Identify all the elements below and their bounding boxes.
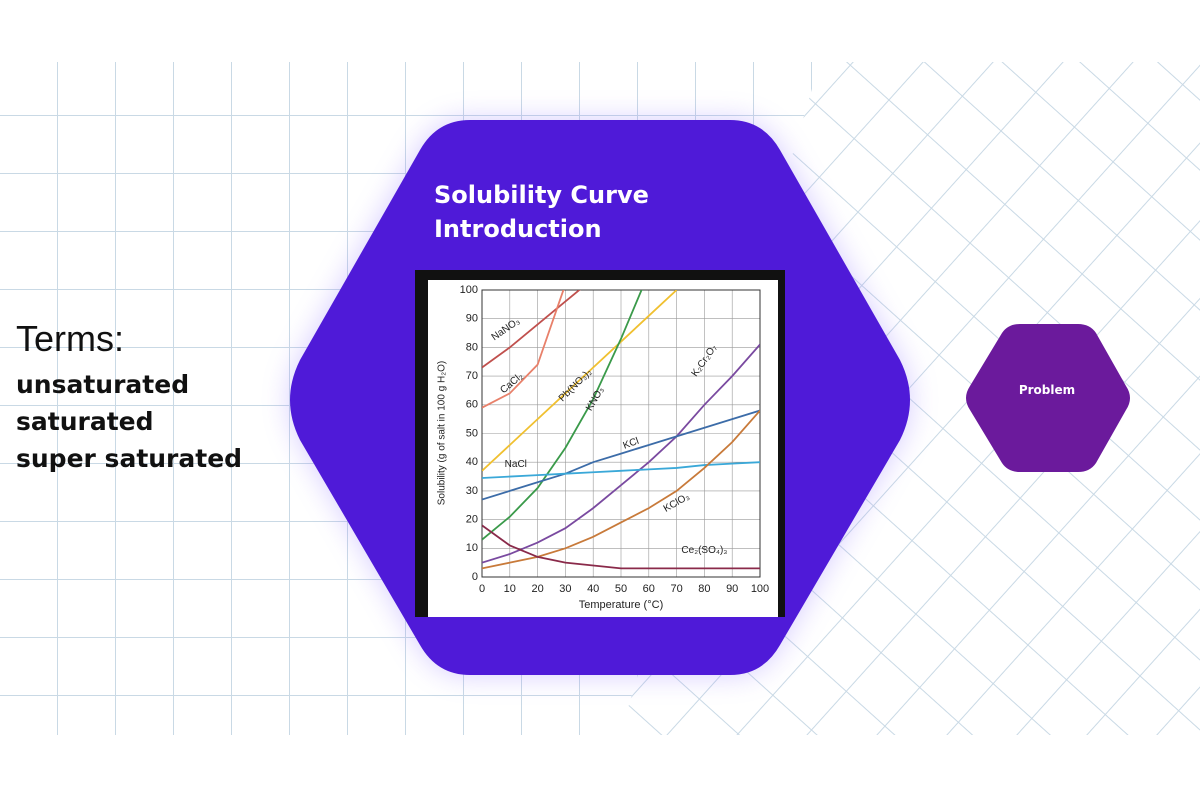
y-tick-label: 20 — [466, 514, 478, 526]
term: saturated — [16, 407, 154, 436]
y-tick-label: 50 — [466, 427, 478, 439]
x-tick-label: 30 — [559, 583, 571, 595]
y-tick-label: 60 — [466, 399, 478, 411]
x-tick-label: 80 — [698, 583, 710, 595]
problem-card[interactable] — [966, 324, 1130, 472]
y-tick-label: 10 — [466, 542, 478, 554]
y-tick-label: 0 — [472, 571, 478, 583]
series-label: NaCl — [505, 459, 527, 470]
series-line — [482, 409, 760, 570]
x-tick-label: 50 — [615, 583, 627, 595]
problem-label[interactable]: Problem — [1018, 383, 1076, 397]
series-line — [482, 290, 581, 369]
x-tick-label: 20 — [531, 583, 543, 595]
x-tick-label: 70 — [670, 583, 682, 595]
series-line — [482, 290, 565, 409]
y-tick-label: 70 — [466, 370, 478, 382]
series-line — [482, 409, 760, 501]
card-title: Solubility Curve Introduction — [434, 181, 649, 243]
terms: Terms: unsaturated saturated super satur… — [16, 318, 242, 477]
term: unsaturated — [16, 370, 190, 399]
y-tick-label: 80 — [466, 341, 478, 353]
y-tick-label: 30 — [466, 485, 478, 497]
series-line — [482, 290, 678, 472]
series-line — [482, 524, 760, 570]
y-tick-label: 40 — [466, 456, 478, 468]
x-tick-label: 90 — [726, 583, 738, 595]
series-label: KCl — [622, 436, 641, 452]
y-axis-label: Solubility (g of salt in 100 g H₂O) — [437, 361, 448, 506]
terms-heading: Terms: — [16, 318, 124, 359]
series-line — [482, 461, 760, 479]
x-tick-label: 40 — [587, 583, 599, 595]
x-tick-label: 60 — [643, 583, 655, 595]
x-tick-label: 10 — [504, 583, 516, 595]
y-tick-label: 90 — [466, 313, 478, 325]
x-tick-label: 100 — [751, 583, 769, 595]
plot-border — [481, 289, 761, 578]
series-line — [482, 290, 643, 541]
series-label: Ce₂(SO₄)₃ — [681, 545, 727, 556]
y-tick-label: 100 — [460, 284, 478, 296]
plot-area — [482, 290, 760, 570]
term: super saturated — [16, 444, 243, 473]
x-axis-label: Temperature (°C) — [579, 599, 663, 611]
series-line — [482, 343, 760, 564]
x-tick-label: 0 — [479, 583, 485, 595]
